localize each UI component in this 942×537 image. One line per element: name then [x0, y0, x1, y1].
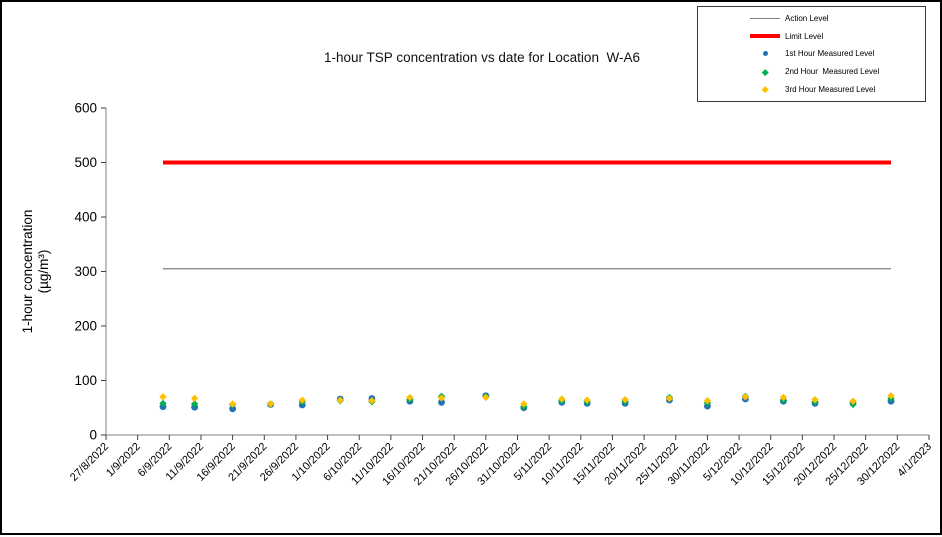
legend-marker-1st-hour-measured-level: [750, 51, 780, 57]
data-point-3rd-hour-measured-level: [437, 394, 446, 402]
data-point-3rd-hour-measured-level: [703, 396, 712, 405]
data-point-3rd-hour-measured-level: [558, 395, 566, 403]
data-point-3rd-hour-measured-level: [520, 400, 528, 408]
data-point-3rd-hour-measured-level: [811, 395, 819, 404]
data-point-2nd-hour-measured-level: [159, 399, 167, 408]
data-point-3rd-hour-measured-level: [406, 393, 414, 402]
data-point-2nd-hour-measured-level: [190, 400, 199, 408]
legend-label: Limit Level: [785, 31, 824, 41]
1st-hour-measured-level-marker-icon: [762, 51, 768, 57]
chart-title: 1-hour TSP concentration vs date for Loc…: [324, 50, 640, 65]
legend-marker-2nd-hour-measured-level: [750, 68, 780, 75]
data-point-3rd-hour-measured-level: [336, 396, 344, 404]
data-point-3rd-hour-measured-level: [159, 393, 167, 401]
y-axis-title: 1-hour concentration(µg/m³): [20, 210, 51, 334]
data-point-3rd-hour-measured-level: [887, 392, 895, 400]
legend-item-3rd-hour-measured-level: 3rd Hour Measured Level: [698, 81, 925, 98]
legend-item-action-level: Action Level: [698, 10, 925, 27]
legend-item-2nd-hour-measured-level: 2nd Hour Measured Level: [698, 63, 925, 80]
y-tick-label: 0: [89, 428, 97, 443]
legend-item-1st-hour-measured-level: 1st Hour Measured Level: [698, 45, 925, 62]
x-tick-label: 27/8/2022: [68, 441, 111, 484]
data-point-3rd-hour-measured-level: [266, 400, 275, 408]
data-point-3rd-hour-measured-level: [228, 400, 237, 408]
2nd-hour-measured-level-marker-icon: [761, 68, 769, 75]
data-point-3rd-hour-measured-level: [849, 397, 857, 405]
x-tick-label: 4/1/2023: [895, 441, 934, 480]
legend-marker-3rd-hour-measured-level: [750, 86, 780, 93]
data-point-3rd-hour-measured-level: [298, 396, 306, 404]
data-point-1st-hour-measured-level: [438, 398, 445, 406]
data-point-3rd-hour-measured-level: [621, 395, 629, 404]
legend-label: 1st Hour Measured Level: [785, 49, 875, 59]
y-tick-label: 400: [74, 210, 97, 225]
y-tick-label: 100: [74, 373, 97, 388]
data-point-3rd-hour-measured-level: [583, 396, 591, 404]
legend-item-limit-level: Limit Level: [698, 28, 925, 45]
data-point-3rd-hour-measured-level: [482, 393, 490, 402]
y-tick-label: 200: [74, 319, 97, 334]
data-point-3rd-hour-measured-level: [665, 394, 674, 403]
legend-label: 3rd Hour Measured Level: [785, 85, 876, 95]
legend: Action Level Limit Level 1st Hour Measured…: [697, 6, 926, 102]
legend-label: 2nd Hour Measured Level: [785, 67, 880, 77]
limit-level-line-swatch-icon: [750, 34, 780, 39]
data-point-1st-hour-measured-level: [229, 405, 237, 413]
data-point-3rd-hour-measured-level: [190, 394, 199, 403]
data-point-3rd-hour-measured-level: [779, 393, 788, 402]
data-point-3rd-hour-measured-level: [368, 396, 376, 405]
data-point-3rd-hour-measured-level: [741, 393, 750, 401]
legend-label: Action Level: [785, 13, 829, 23]
y-tick-label: 500: [74, 155, 97, 170]
legend-marker-action-level: [750, 17, 780, 19]
legend-marker-limit-level: [750, 34, 780, 39]
3rd-hour-measured-level-marker-icon: [761, 86, 769, 93]
y-tick-label: 600: [74, 101, 97, 116]
y-tick-label: 300: [74, 264, 97, 279]
action-level-line-swatch-icon: [750, 17, 780, 19]
